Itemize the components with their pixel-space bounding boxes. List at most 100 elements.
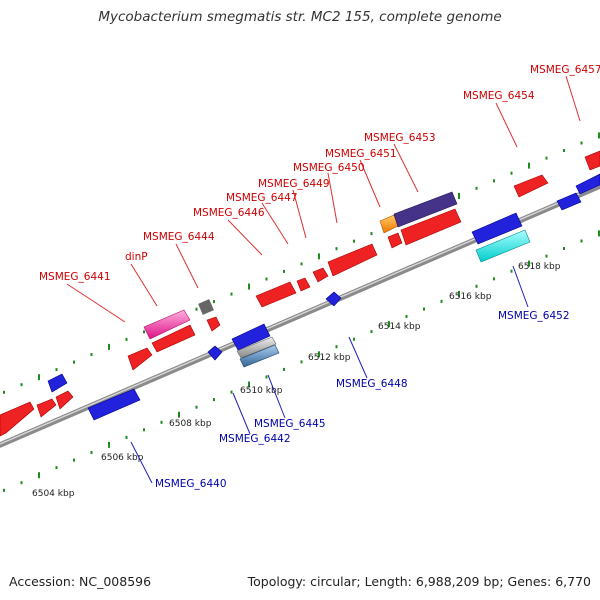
- gene-msmeg-6455[interactable]: [556, 173, 600, 211]
- gene-msmeg-6457[interactable]: [584, 150, 600, 171]
- gene-msmeg-6452[interactable]: [471, 212, 531, 263]
- gene-msmeg-6454[interactable]: [513, 174, 549, 198]
- minor-tick: [20, 481, 23, 485]
- accession-label: Accession: NC_008596: [9, 574, 152, 589]
- minor-tick: [563, 247, 565, 250]
- minor-tick: [493, 179, 495, 183]
- gene-labels: MSMEG_6441 dinP MSMEG_6444 MSMEG_6446 MS…: [39, 64, 600, 490]
- minor-tick: [3, 488, 5, 492]
- minor-tick: [423, 307, 425, 311]
- minor-tick: [90, 353, 93, 356]
- label-msmeg-6452: MSMEG_6452: [498, 310, 570, 322]
- major-tick: [388, 321, 390, 328]
- gene-msmeg-6447[interactable]: [312, 267, 329, 283]
- label-msmeg-6440: MSMEG_6440: [155, 478, 227, 490]
- minor-tick: [353, 337, 355, 341]
- major-tick: [528, 162, 530, 169]
- minor-tick: [580, 239, 583, 243]
- tick-label-6518: 6518 kbp: [518, 262, 561, 272]
- gene-msmeg-6444[interactable]: [198, 299, 221, 332]
- minor-tick: [143, 428, 145, 432]
- tick-label-6512: 6512 kbp: [308, 353, 351, 363]
- major-tick: [248, 381, 250, 388]
- tick-track-reverse: [3, 230, 600, 492]
- label-msmeg-6446: MSMEG_6446: [193, 207, 265, 219]
- gene-msmeg-6449[interactable]: [400, 208, 462, 246]
- minor-tick: [335, 345, 338, 349]
- gene-msmeg-6448[interactable]: [325, 291, 342, 307]
- gene-msmeg-6441[interactable]: [0, 347, 153, 437]
- minor-tick: [370, 232, 373, 236]
- minor-tick: [213, 300, 215, 304]
- label-msmeg-6451: MSMEG_6451: [325, 148, 397, 160]
- minor-tick: [90, 451, 93, 454]
- gene-msmeg-6451[interactable]: [379, 214, 403, 249]
- major-tick: [458, 192, 460, 199]
- genome-summary: Topology: circular; Length: 6,988,209 bp…: [247, 574, 591, 589]
- label-msmeg-6445: MSMEG_6445: [254, 418, 326, 430]
- minor-tick: [125, 337, 128, 341]
- gene-msmeg-6450[interactable]: [327, 243, 378, 277]
- minor-tick: [213, 398, 215, 402]
- minor-tick: [353, 239, 355, 243]
- minor-tick: [55, 368, 58, 372]
- tick-label-6506: 6506 kbp: [101, 453, 144, 463]
- minor-tick: [493, 277, 495, 281]
- gene-msmeg-6442[interactable]: [207, 323, 271, 361]
- minor-tick: [73, 360, 75, 364]
- tick-label-6504: 6504 kbp: [32, 489, 75, 499]
- gene-msmeg-6453[interactable]: [393, 191, 458, 228]
- minor-tick: [440, 299, 443, 303]
- label-dinp: dinP: [125, 251, 148, 263]
- minor-tick: [370, 330, 373, 334]
- gene-msmeg-6446[interactable]: [255, 277, 311, 308]
- gene-dinp[interactable]: [143, 309, 196, 353]
- label-msmeg-6454: MSMEG_6454: [463, 90, 535, 102]
- label-msmeg-6444: MSMEG_6444: [143, 231, 215, 243]
- minor-tick: [283, 269, 285, 273]
- minor-tick: [300, 360, 303, 364]
- label-msmeg-6441: MSMEG_6441: [39, 271, 111, 283]
- minor-tick: [230, 390, 233, 394]
- major-tick: [178, 411, 180, 418]
- minor-tick: [475, 186, 478, 190]
- major-tick: [598, 230, 600, 237]
- major-tick: [528, 260, 530, 267]
- major-tick: [38, 472, 40, 479]
- minor-tick: [510, 171, 513, 175]
- minor-tick: [230, 292, 233, 296]
- label-msmeg-6449: MSMEG_6449: [258, 178, 330, 190]
- tick-label-6510: 6510 kbp: [240, 386, 283, 396]
- major-tick: [598, 132, 600, 139]
- minor-tick: [73, 458, 75, 462]
- minor-tick: [20, 383, 23, 387]
- minor-tick: [3, 390, 5, 394]
- minor-tick: [55, 466, 58, 470]
- major-tick: [248, 283, 250, 290]
- minor-tick: [545, 254, 548, 258]
- label-msmeg-6448: MSMEG_6448: [336, 378, 408, 390]
- label-msmeg-6447: MSMEG_6447: [226, 192, 298, 204]
- map-title: Mycobacterium smegmatis str. MC2 155, co…: [98, 9, 502, 25]
- minor-tick: [283, 367, 285, 371]
- minor-tick: [160, 420, 163, 424]
- tick-label-6514: 6514 kbp: [378, 322, 421, 332]
- tick-label-6508: 6508 kbp: [169, 419, 212, 429]
- minor-tick: [510, 269, 513, 273]
- gene-msmeg-6445[interactable]: [236, 336, 280, 368]
- major-tick: [108, 343, 110, 350]
- gene-msmeg-6440[interactable]: [47, 373, 141, 421]
- label-leaders: [66, 75, 581, 484]
- tick-label-6516: 6516 kbp: [449, 292, 492, 302]
- minor-tick: [563, 149, 565, 152]
- label-msmeg-6442: MSMEG_6442: [219, 433, 291, 445]
- label-msmeg-6453: MSMEG_6453: [364, 132, 436, 144]
- minor-tick: [335, 247, 338, 251]
- major-tick: [38, 374, 40, 381]
- label-msmeg-6450: MSMEG_6450: [293, 162, 365, 174]
- forward-strand-genes: [0, 150, 600, 437]
- minor-tick: [405, 315, 408, 318]
- minor-tick: [265, 375, 268, 379]
- label-msmeg-6457: MSMEG_6457: [530, 64, 600, 76]
